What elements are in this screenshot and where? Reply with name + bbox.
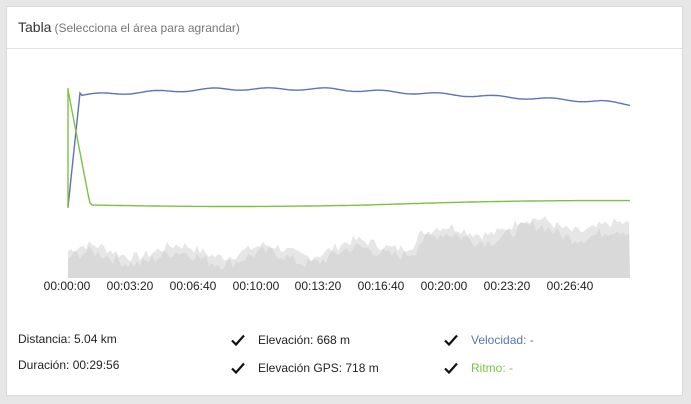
panel-subtitle: (Selecciona el área para agrandar) bbox=[54, 21, 240, 35]
pace-label: Ritmo: - bbox=[471, 361, 513, 375]
panel-header: Tabla (Selecciona el área para agrandar) bbox=[7, 7, 682, 49]
elevation-gps-toggle[interactable]: Elevación GPS: 718 m bbox=[230, 360, 379, 376]
check-icon bbox=[231, 362, 245, 375]
time-tick-label: 00:16:40 bbox=[357, 279, 405, 293]
distance-stat: Distancia: 5.04 km bbox=[18, 332, 117, 346]
speed-toggle[interactable]: Velocidad: - bbox=[443, 332, 534, 348]
pace-toggle[interactable]: Ritmo: - bbox=[443, 360, 513, 376]
elevation-toggle[interactable]: Elevación: 668 m bbox=[230, 332, 350, 348]
elevation-gps-label: Elevación GPS: 718 m bbox=[258, 361, 379, 375]
panel-title: Tabla (Selecciona el área para agrandar) bbox=[18, 19, 240, 35]
check-icon bbox=[231, 334, 245, 347]
time-tick-label: 00:10:00 bbox=[232, 279, 280, 293]
time-tick-label: 00:03:20 bbox=[106, 279, 154, 293]
time-tick-label: 00:13:20 bbox=[294, 279, 342, 293]
elevation-area bbox=[68, 220, 630, 278]
series-lines-group bbox=[67, 87, 631, 208]
time-tick-label: 00:23:20 bbox=[483, 279, 531, 293]
time-tick-label: 00:20:00 bbox=[420, 279, 468, 293]
duration-stat: Duración: 00:29:56 bbox=[18, 358, 120, 372]
time-tick-label: 00:06:40 bbox=[169, 279, 217, 293]
check-icon bbox=[444, 362, 458, 375]
check-icon bbox=[444, 334, 458, 347]
time-tick-label: 00:00:00 bbox=[43, 279, 91, 293]
elevation-label: Elevación: 668 m bbox=[258, 333, 351, 347]
speed-series-line bbox=[67, 87, 631, 208]
elevation-area-group bbox=[68, 216, 630, 278]
panel-title-text: Tabla bbox=[18, 19, 52, 35]
time-tick-label: 00:26:40 bbox=[546, 279, 594, 293]
pace-series-line bbox=[67, 89, 630, 208]
speed-label: Velocidad: - bbox=[471, 333, 534, 347]
